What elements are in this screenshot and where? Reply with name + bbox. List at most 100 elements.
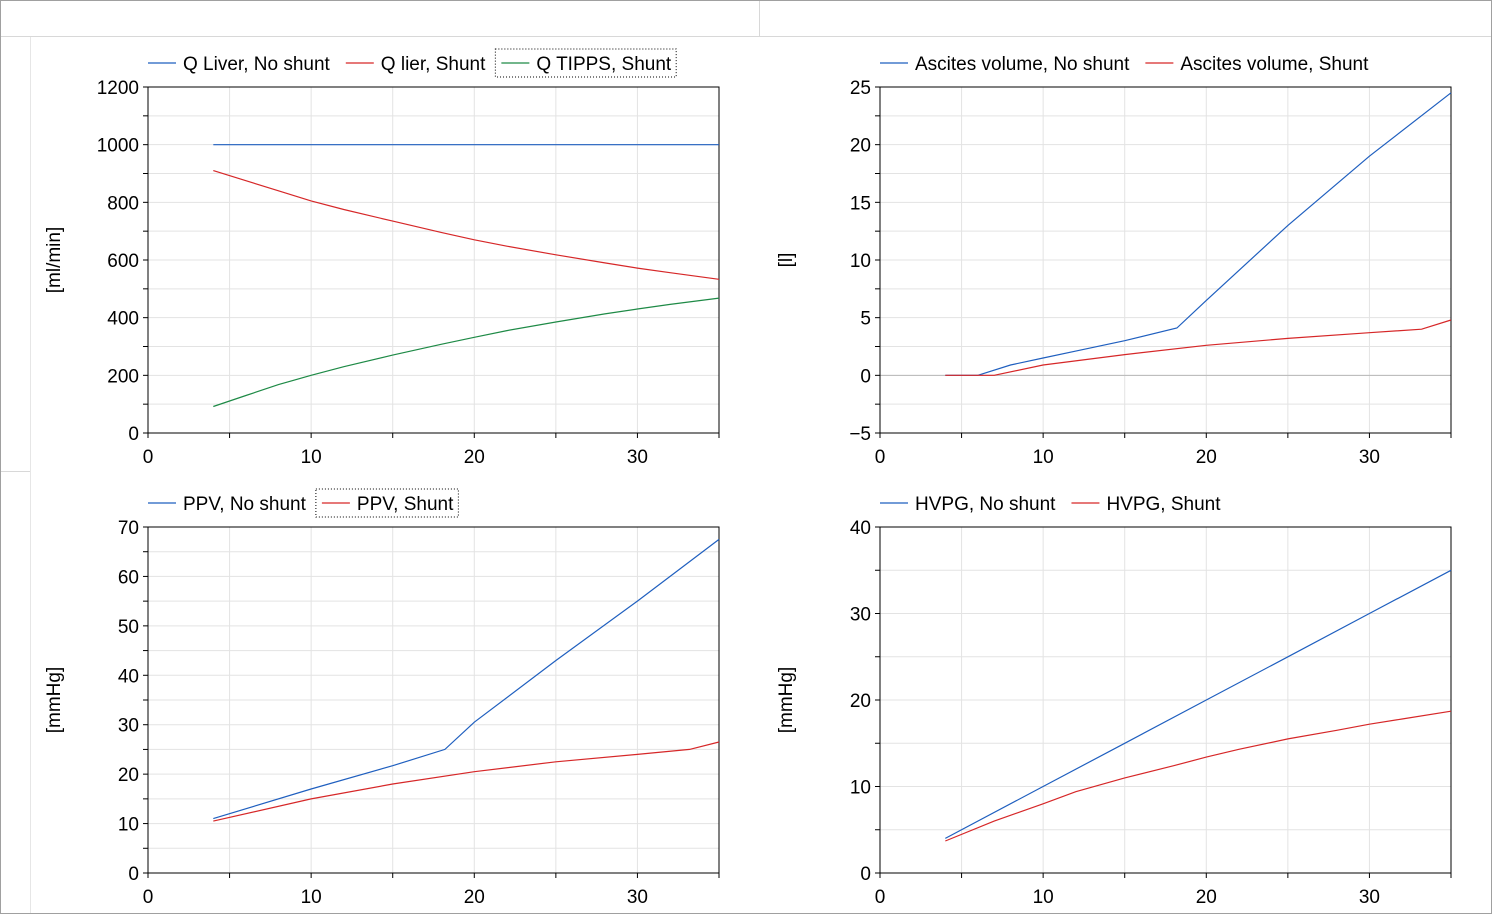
legend-label: PPV, Shunt (357, 494, 454, 515)
legend-label: Q TIPPS, Shunt (536, 54, 672, 75)
y-axis-label: [ml/min] (44, 227, 65, 294)
y-tick-label: 10 (118, 815, 139, 836)
y-tick-label: 20 (850, 691, 871, 712)
x-tick-label: 0 (143, 887, 154, 908)
y-axis: 0 200 400 600 800 1000 1200 (97, 78, 148, 445)
y-tick-label: 600 (107, 251, 139, 272)
y-tick-label: 0 (128, 424, 139, 445)
y-tick-label: 30 (850, 605, 871, 626)
toolbar-strip (1, 1, 1491, 37)
y-tick-label: 10 (850, 251, 871, 272)
y-tick-label: 200 (107, 366, 139, 387)
y-tick-label: 1000 (97, 136, 139, 157)
x-tick-label: 10 (301, 447, 322, 468)
x-tick-label: 10 (1033, 887, 1054, 908)
y-axis: 0 10 20 30 40 50 60 70 (118, 518, 148, 885)
y-axis-label: [l] (776, 253, 797, 268)
x-axis: 0 10 20 30 (875, 433, 1452, 468)
legend-focus-box (494, 48, 677, 78)
x-tick-label: 20 (464, 447, 485, 468)
gridlines (880, 527, 1451, 873)
y-tick-label: 70 (118, 518, 139, 539)
series-line-1 (213, 538, 720, 820)
x-axis: 0 10 20 30 (143, 873, 720, 908)
series-line-3 (213, 297, 720, 408)
legend-item[interactable]: Q TIPPS, Shunt (494, 48, 677, 78)
y-tick-label: 20 (118, 765, 139, 786)
legend-label: HVPG, Shunt (1106, 494, 1221, 515)
legend-label: Ascites volume, No shunt (915, 54, 1130, 75)
gridlines (148, 527, 719, 873)
legend-item[interactable]: HVPG, Shunt (1071, 494, 1221, 515)
x-tick-label: 30 (627, 887, 648, 908)
legend-label: Ascites volume, Shunt (1180, 54, 1369, 75)
legend: PPV, No shunt PPV, Shunt (148, 488, 459, 518)
y-axis: −5 0 5 10 15 20 25 (849, 78, 880, 445)
legend-label: HVPG, No shunt (915, 494, 1056, 515)
chart-3: 0 10 20 30 0 10 20 30 40 50 60 70 [mmHg] PPV, No shun… (44, 488, 720, 908)
legend-item[interactable]: PPV, No shunt (148, 494, 307, 515)
series-line-1 (945, 92, 1452, 376)
left-panel-edge (30, 37, 31, 913)
series-line-2 (945, 710, 1452, 842)
legend: HVPG, No shunt HVPG, Shunt (880, 494, 1221, 515)
x-tick-label: 0 (875, 887, 886, 908)
legend-item[interactable]: Q lier, Shunt (345, 54, 486, 75)
chart-1: 0 10 20 30 0 200 400 600 800 1000 1200 [ml/min] Q Li… (44, 48, 720, 468)
x-tick-label: 30 (1359, 447, 1380, 468)
y-tick-label: 0 (128, 864, 139, 885)
y-tick-label: 40 (850, 518, 871, 539)
y-tick-label: 15 (850, 193, 871, 214)
series-group (213, 144, 720, 408)
y-tick-label: 10 (850, 778, 871, 799)
y-tick-label: 800 (107, 193, 139, 214)
y-tick-label: 0 (860, 864, 871, 885)
series-group (945, 92, 1452, 376)
y-tick-label: 40 (118, 666, 139, 687)
x-axis: 0 10 20 30 (875, 873, 1452, 908)
legend: Ascites volume, No shunt Ascites volume, … (880, 54, 1369, 75)
series-line-2 (213, 741, 720, 822)
y-tick-label: 25 (850, 78, 871, 99)
x-tick-label: 30 (627, 447, 648, 468)
x-tick-label: 30 (1359, 887, 1380, 908)
legend-item[interactable]: Ascites volume, Shunt (1145, 54, 1369, 75)
y-axis: 0 10 20 30 40 (850, 518, 880, 885)
legend-focus-box (315, 488, 459, 518)
y-tick-label: 60 (118, 567, 139, 588)
legend: Q Liver, No shunt Q lier, Shunt Q TIPPS, S… (148, 48, 677, 78)
legend-item[interactable]: Ascites volume, No shunt (880, 54, 1130, 75)
y-tick-label: 30 (118, 716, 139, 737)
y-axis-label: [mmHg] (776, 667, 797, 734)
series-line-2 (945, 319, 1452, 376)
series-group (213, 538, 720, 822)
series-line-1 (945, 569, 1452, 839)
y-tick-label: 5 (860, 309, 871, 330)
toolbar-divider (759, 1, 760, 36)
x-axis: 0 10 20 30 (143, 433, 720, 468)
x-tick-label: 10 (1033, 447, 1054, 468)
y-tick-label: 1200 (97, 78, 139, 99)
y-tick-label: 400 (107, 309, 139, 330)
legend-item[interactable]: PPV, Shunt (315, 488, 459, 518)
chart-2: 0 10 20 30−50 5 10 15 20 25 [l] Ascites volume, No… (776, 54, 1452, 468)
legend-label: Q Liver, No shunt (183, 54, 331, 75)
x-tick-label: 0 (875, 447, 886, 468)
x-tick-label: 20 (1196, 447, 1217, 468)
gridlines (880, 87, 1451, 433)
x-tick-label: 20 (464, 887, 485, 908)
x-tick-label: 10 (301, 887, 322, 908)
y-tick-label: −5 (849, 424, 871, 445)
y-tick-label: 50 (118, 617, 139, 638)
y-axis-label: [mmHg] (44, 667, 65, 734)
legend-item[interactable]: Q Liver, No shunt (148, 54, 331, 75)
legend-item[interactable]: HVPG, No shunt (880, 494, 1056, 515)
left-panel-divider (1, 471, 30, 472)
series-group (945, 569, 1452, 842)
gridlines (148, 87, 719, 433)
legend-label: PPV, No shunt (183, 494, 307, 515)
legend-label: Q lier, Shunt (381, 54, 486, 75)
x-tick-label: 20 (1196, 887, 1217, 908)
